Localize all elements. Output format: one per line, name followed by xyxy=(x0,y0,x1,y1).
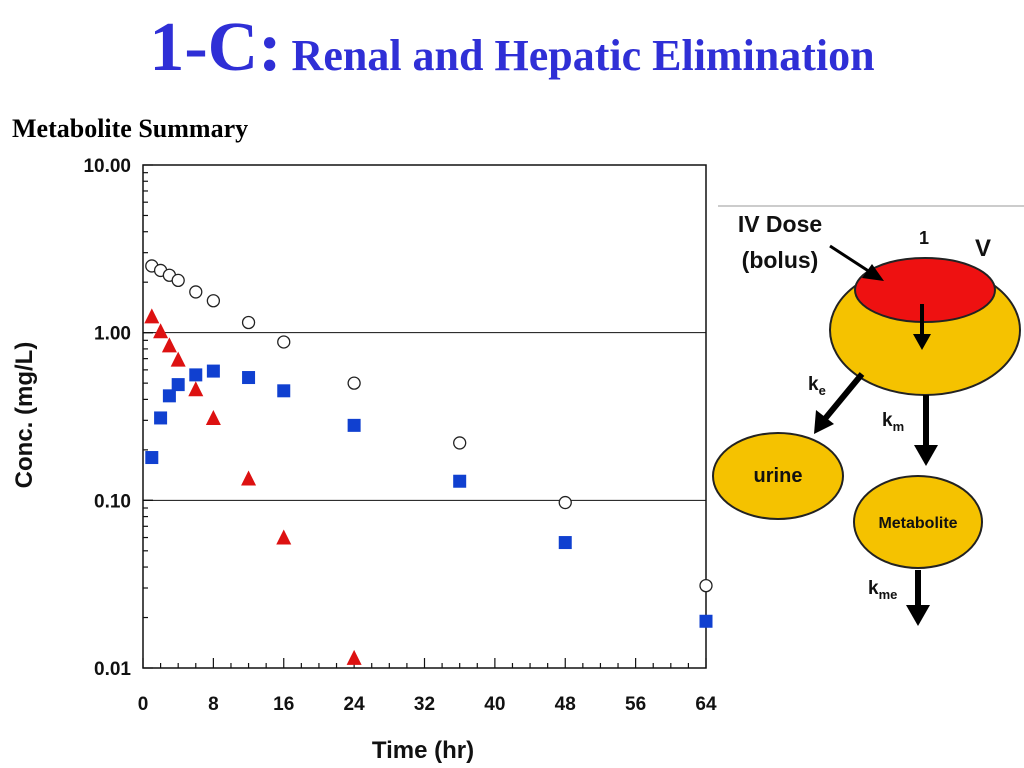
x-tick-label: 40 xyxy=(484,694,505,715)
y-tick-label: 0.10 xyxy=(94,491,131,512)
x-tick-label: 56 xyxy=(625,694,646,715)
y-axis-title: Conc. (mg/L) xyxy=(11,342,38,489)
x-tick-label: 8 xyxy=(208,694,219,715)
ke-label: ke xyxy=(808,374,826,398)
x-axis-title: Time (hr) xyxy=(372,737,474,764)
square-point xyxy=(699,614,713,628)
triangle-point xyxy=(144,308,160,324)
circle-point xyxy=(453,436,467,450)
square-point xyxy=(145,451,159,465)
slide-number: 1-C: xyxy=(149,9,282,86)
chart-subtitle: Metabolite Summary xyxy=(12,114,249,143)
circle-point xyxy=(277,335,291,349)
y-tick-label: 1.00 xyxy=(94,324,131,345)
dose-label-line1: IV Dose xyxy=(738,211,822,237)
square-point xyxy=(558,536,572,550)
km-label: km xyxy=(882,410,904,434)
volume-label: V xyxy=(975,235,991,262)
x-tick-label: 32 xyxy=(414,694,435,715)
circle-point xyxy=(558,495,572,510)
circle-point xyxy=(189,285,203,299)
ke-arrow xyxy=(814,372,865,434)
x-tick-label: 16 xyxy=(273,694,294,715)
y-axis-ticks: 10.00 1.00 0.10 0.01 xyxy=(83,156,153,680)
square-point xyxy=(162,389,176,403)
x-tick-label: 48 xyxy=(555,694,576,715)
metabolite-label: Metabolite xyxy=(878,515,957,532)
x-tick-label: 24 xyxy=(344,694,366,715)
slide-title-text: Renal and Hepatic Elimination xyxy=(291,31,875,80)
square-point xyxy=(453,474,467,488)
kme-arrow xyxy=(906,570,930,626)
internal-arrow xyxy=(913,304,931,350)
triangle-point xyxy=(188,381,204,397)
square-point xyxy=(242,371,256,385)
data-marks xyxy=(144,259,713,665)
gridlines xyxy=(143,332,706,501)
triangle-point xyxy=(170,351,186,367)
y-tick-label: 0.01 xyxy=(94,659,131,680)
circle-point xyxy=(699,578,713,593)
x-axis-ticks: 0 8 16 24 32 40 48 56 64 xyxy=(138,658,717,715)
urine-label: urine xyxy=(754,465,803,487)
triangle-point xyxy=(276,529,292,545)
triangle-point xyxy=(161,337,177,353)
metabolite-compartment xyxy=(853,475,983,569)
triangle-point xyxy=(153,323,169,339)
square-point xyxy=(347,418,361,432)
compartment-number: 1 xyxy=(919,228,929,248)
urine-compartment xyxy=(712,432,844,520)
dose-arrow xyxy=(829,244,884,281)
km-arrow xyxy=(914,395,938,466)
slide-title: 1-C: Renal and Hepatic Elimination xyxy=(0,8,1024,88)
square-point xyxy=(206,364,220,378)
circle-point xyxy=(206,294,221,308)
square-point xyxy=(154,411,168,425)
triangle-point xyxy=(205,409,221,425)
triangle-point xyxy=(346,649,362,665)
square-point xyxy=(189,368,203,382)
triangle-point xyxy=(241,470,257,486)
x-tick-label: 0 xyxy=(138,694,149,715)
kme-label: kme xyxy=(868,578,897,602)
y-tick-label: 10.00 xyxy=(83,156,131,177)
circle-point xyxy=(171,273,185,288)
square-point xyxy=(277,384,291,398)
circle-point xyxy=(241,315,256,330)
x-tick-label: 64 xyxy=(695,694,717,715)
square-point xyxy=(171,378,185,392)
circle-point xyxy=(347,376,361,390)
dose-label-line2: (bolus) xyxy=(742,247,819,273)
dose-ellipse xyxy=(854,257,996,323)
